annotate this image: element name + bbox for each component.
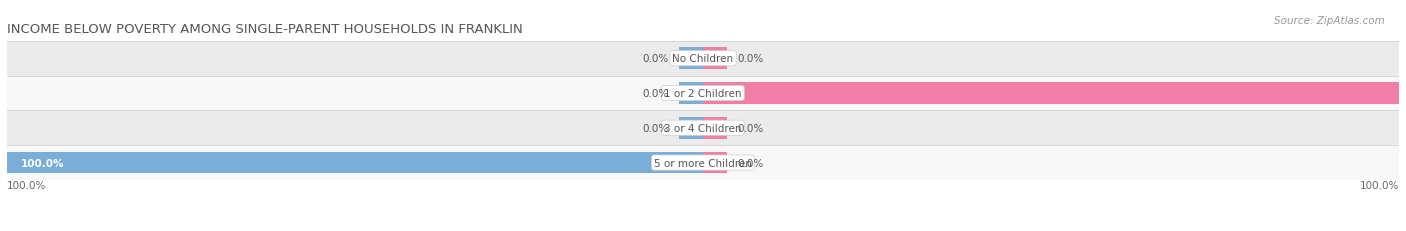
Bar [679, 48, 703, 70]
Text: 0.0%: 0.0% [643, 88, 668, 99]
Bar [703, 118, 727, 139]
Text: 5 or more Children: 5 or more Children [654, 158, 752, 168]
Bar [703, 48, 727, 70]
Text: INCOME BELOW POVERTY AMONG SINGLE-PARENT HOUSEHOLDS IN FRANKLIN: INCOME BELOW POVERTY AMONG SINGLE-PARENT… [7, 23, 523, 36]
Text: No Children: No Children [672, 54, 734, 64]
Text: Source: ZipAtlas.com: Source: ZipAtlas.com [1274, 16, 1385, 26]
Bar [703, 152, 727, 174]
Text: 100.0%: 100.0% [21, 158, 65, 168]
Text: 0.0%: 0.0% [738, 54, 763, 64]
Bar [7, 42, 1399, 76]
Bar [7, 146, 1399, 180]
Text: 0.0%: 0.0% [738, 158, 763, 168]
Bar [679, 118, 703, 139]
Text: 0.0%: 0.0% [643, 123, 668, 133]
Text: 0.0%: 0.0% [643, 54, 668, 64]
Bar [679, 83, 703, 104]
Bar [7, 152, 703, 174]
Text: 1 or 2 Children: 1 or 2 Children [664, 88, 742, 99]
Text: 0.0%: 0.0% [738, 123, 763, 133]
Bar [703, 83, 1399, 104]
Text: 100.0%: 100.0% [7, 180, 46, 190]
Bar [7, 76, 1399, 111]
Text: 3 or 4 Children: 3 or 4 Children [664, 123, 742, 133]
Bar [7, 111, 1399, 146]
Text: 100.0%: 100.0% [1360, 180, 1399, 190]
